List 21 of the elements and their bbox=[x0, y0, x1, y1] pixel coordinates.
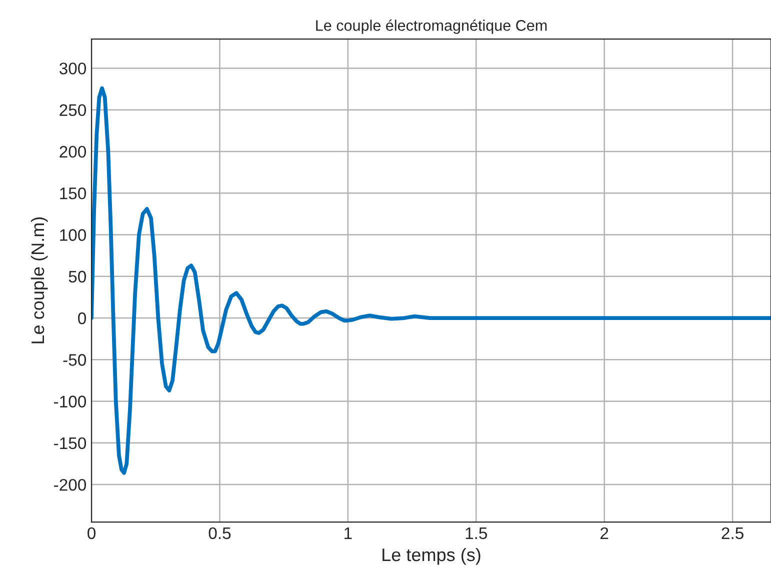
y-tick-label: 100 bbox=[60, 229, 86, 241]
line-series bbox=[92, 86, 771, 475]
y-tick-label: -100 bbox=[54, 396, 86, 408]
y-tick-label: 0 bbox=[78, 312, 86, 324]
y-tick-label: -150 bbox=[54, 437, 86, 450]
y-tick-label: 250 bbox=[60, 104, 86, 116]
y-tick-label: 300 bbox=[59, 62, 86, 74]
x-tick-label: 0.5 bbox=[208, 527, 231, 540]
y-tick-label: -200 bbox=[54, 478, 86, 491]
y-tick-label: 50 bbox=[68, 270, 86, 283]
y-tick-label: 200 bbox=[60, 146, 86, 158]
x-tick-label: 0 bbox=[88, 527, 96, 540]
x-tick-label: 2.5 bbox=[722, 527, 744, 540]
x-tick-label: 1.5 bbox=[466, 527, 488, 540]
x-tick-label: 1 bbox=[344, 527, 352, 539]
y-axis-title: Le couple (N.m) bbox=[30, 217, 48, 344]
x-axis-title: Le temps (s) bbox=[382, 548, 480, 565]
y-tick-label: 150 bbox=[60, 188, 86, 200]
y-tick-label: -50 bbox=[63, 354, 86, 366]
chart-title: Le couple électromagnétique Cem bbox=[316, 19, 547, 34]
x-tick-label: 2 bbox=[600, 527, 608, 539]
